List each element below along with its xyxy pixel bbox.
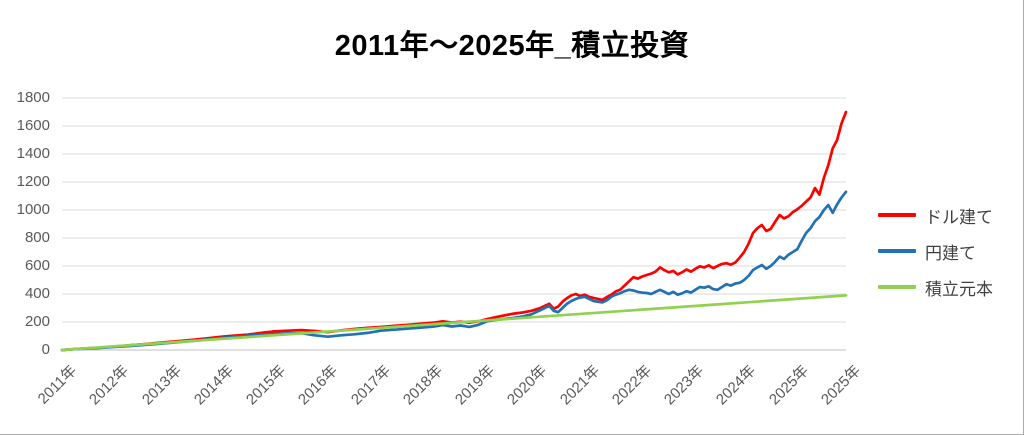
y-tick-label: 1600 [16,117,50,134]
legend-item-principal: 積立元本 [878,276,993,299]
principal-line-swatch-icon [878,285,916,289]
y-tick-label: 200 [24,313,50,330]
dollar-line-swatch-icon [878,213,916,217]
legend: ドル建て円建て積立元本 [878,204,993,299]
y-tick-label: 1800 [16,89,50,106]
chart-title: 2011年～2025年_積立投資 [334,30,690,62]
y-tick-label: 400 [24,285,50,302]
y-tick-label: 1000 [16,201,50,218]
principal-series-line [60,294,848,352]
dollar-series-line [60,110,848,352]
yen-line-swatch-icon [878,249,916,253]
y-tick-label: 0 [41,341,50,358]
y-tick-label: 800 [24,229,50,246]
legend-item-yen: 円建て [878,240,993,263]
legend-item-dollar: ドル建て [878,204,993,227]
legend-label: 円建て [925,243,976,263]
y-tick-label: 1400 [16,145,50,162]
legend-label: ドル建て [925,207,993,227]
yen-series-line [60,190,848,352]
legend-label: 積立元本 [925,279,993,299]
y-tick-label: 1200 [16,173,50,190]
y-tick-label: 600 [24,257,50,274]
